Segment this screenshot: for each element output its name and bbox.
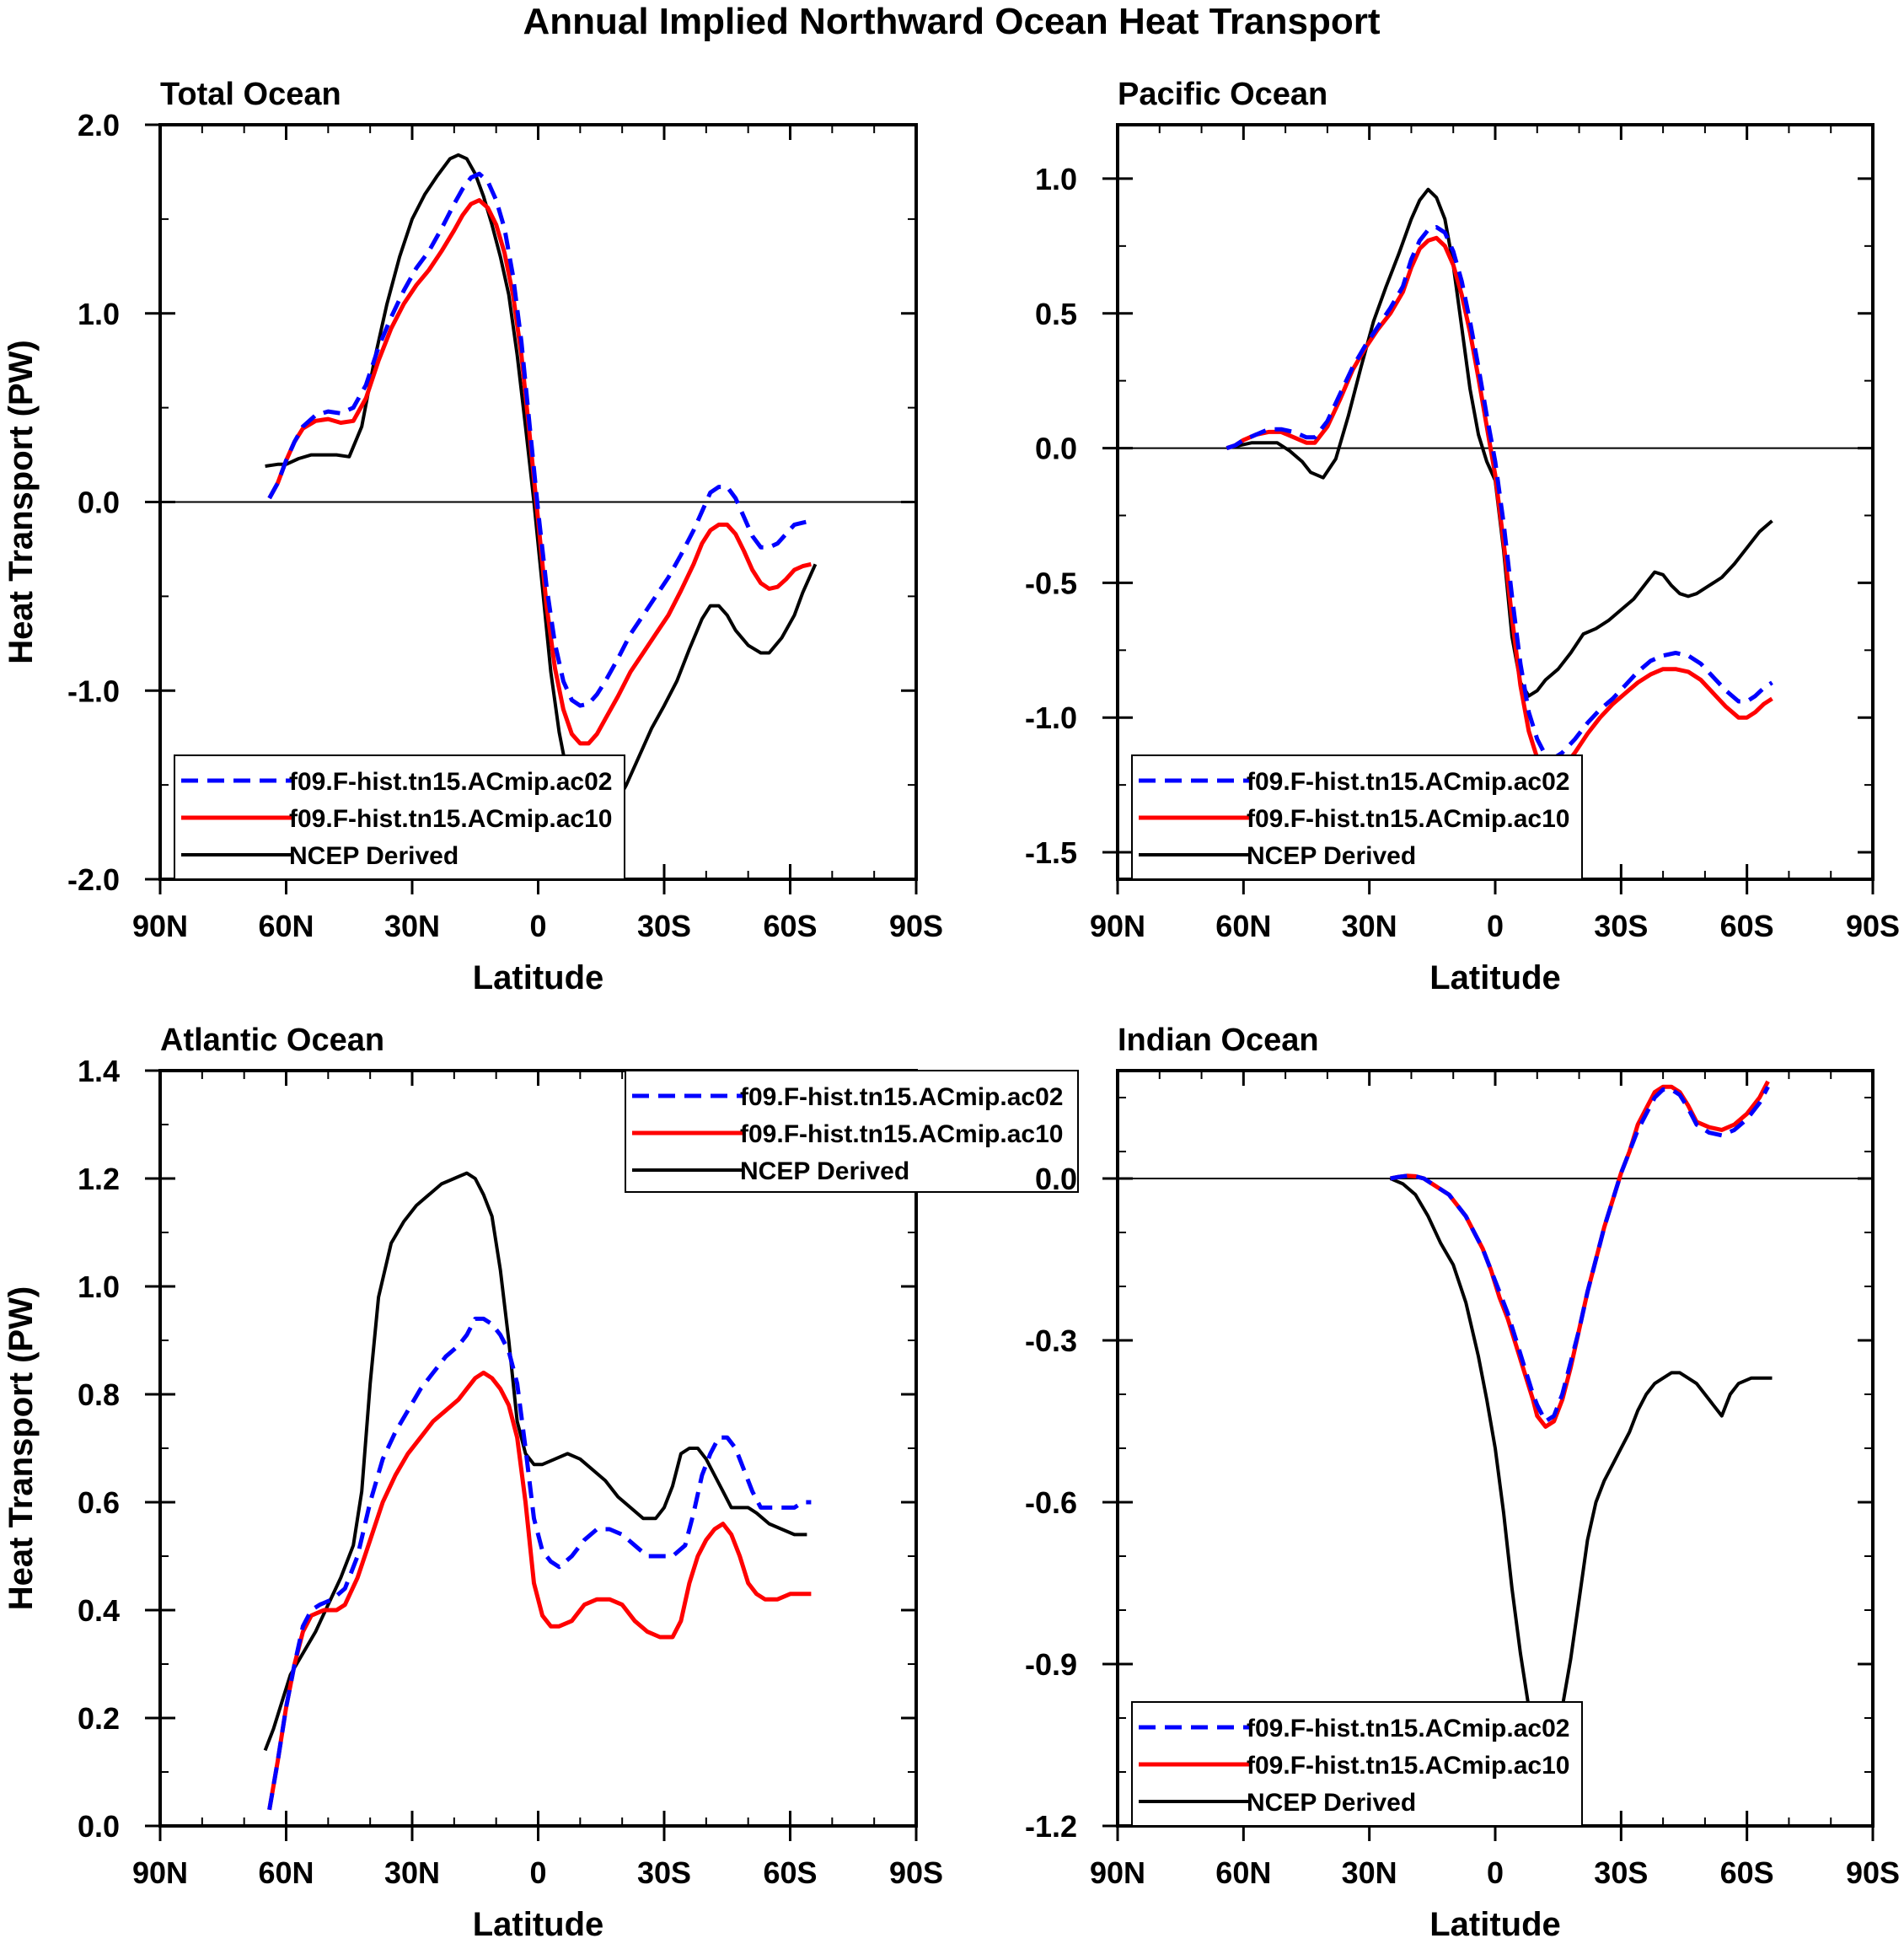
x-tick-label: 90N — [132, 1855, 188, 1890]
x-tick-label: 90N — [1090, 1855, 1145, 1890]
legend-label-ac02: f09.F-hist.tn15.ACmip.ac02 — [1247, 1715, 1569, 1742]
legend-label-ac10: f09.F-hist.tn15.ACmip.ac10 — [740, 1120, 1063, 1148]
y-tick-label: 0.6 — [78, 1485, 120, 1520]
x-tick-label: 30N — [1342, 1855, 1397, 1890]
legend: f09.F-hist.tn15.ACmip.ac02 f09.F-hist.tn1… — [625, 1070, 1079, 1193]
series-line-ac02 — [267, 171, 812, 708]
legend-label-ac02: f09.F-hist.tn15.ACmip.ac02 — [1247, 768, 1569, 796]
y-tick-label: -1.0 — [67, 674, 120, 708]
x-axis-label: Latitude — [1429, 959, 1561, 996]
y-tick-label: 1.4 — [78, 1054, 120, 1088]
legend: f09.F-hist.tn15.ACmip.ac02 f09.F-hist.tn1… — [1131, 754, 1583, 880]
x-tick-label: 60N — [1215, 1855, 1271, 1890]
x-tick-label: 60S — [1720, 909, 1774, 943]
y-tick-label: -0.6 — [1025, 1485, 1077, 1520]
x-tick-label: 30N — [384, 1855, 440, 1890]
x-tick-label: 90S — [1846, 909, 1900, 943]
panels: Total Ocean 90N 60N 30N 0 30S 60S 90S 2.0 1.0 0.0 -… — [3, 77, 1900, 1943]
x-tick-label: 30S — [1594, 909, 1648, 943]
x-tick-label: 90N — [132, 909, 188, 943]
legend-label-ac02: f09.F-hist.tn15.ACmip.ac02 — [740, 1083, 1063, 1111]
x-tick-label: 30N — [384, 909, 440, 943]
y-tick-label: 0.8 — [78, 1377, 120, 1412]
panel-pacific: Pacific Ocean 90N 60N 30N 0 30S 60S 90S 1.0 0.5 0.… — [1025, 77, 1900, 996]
x-tick-label: 0 — [1487, 909, 1504, 943]
x-tick-label: 90S — [889, 909, 943, 943]
series-line-ac02 — [1226, 225, 1773, 760]
y-tick-label: 0.0 — [1035, 1162, 1077, 1196]
legend-label-ncep: NCEP Derived — [289, 842, 459, 870]
legend-label-ac10: f09.F-hist.tn15.ACmip.ac10 — [1247, 1752, 1569, 1780]
panel-title: Pacific Ocean — [1118, 77, 1327, 112]
x-axis-label: Latitude — [473, 1906, 604, 1943]
x-tick-label: 30S — [637, 909, 691, 943]
x-tick-label: 60S — [1720, 1855, 1774, 1890]
series-line-ac10 — [267, 1370, 812, 1811]
x-tick-label: 0 — [529, 909, 546, 943]
series-line-ncep — [263, 1171, 807, 1752]
legend-label-ac10: f09.F-hist.tn15.ACmip.ac10 — [289, 805, 612, 833]
y-tick-label: -1.0 — [1025, 701, 1077, 735]
series-line-ac02 — [267, 1316, 812, 1811]
y-axis-label: Heat Transport (PW) — [3, 340, 40, 663]
x-tick-label: 30S — [1594, 1855, 1648, 1890]
y-tick-label: 0.4 — [78, 1593, 120, 1628]
series-line-ncep — [1389, 1177, 1773, 1747]
legend: f09.F-hist.tn15.ACmip.ac02 f09.F-hist.tn1… — [174, 754, 625, 880]
y-axis-label: Heat Transport (PW) — [3, 1286, 40, 1610]
legend-label-ncep: NCEP Derived — [740, 1157, 909, 1185]
series-line-ac10 — [267, 198, 812, 746]
y-tick-label: 0.2 — [78, 1701, 120, 1736]
x-axis-label: Latitude — [1429, 1906, 1561, 1943]
x-tick-label: 90S — [1846, 1855, 1900, 1890]
x-tick-label: 90N — [1090, 909, 1145, 943]
y-tick-label: 0.0 — [1035, 432, 1077, 466]
x-tick-label: 60S — [763, 1855, 817, 1890]
x-tick-label: 30N — [1342, 909, 1397, 943]
panel-title: Indian Ocean — [1118, 1023, 1319, 1058]
panel-total: Total Ocean 90N 60N 30N 0 30S 60S 90S 2.0 1.0 0.0 -… — [3, 77, 943, 996]
y-tick-label: 1.0 — [78, 297, 120, 331]
panel-atlantic: Atlantic Ocean 90N 60N 30N 0 30S 60S 90S 1.4 1.2 1… — [3, 1023, 1079, 1943]
y-tick-label: 1.0 — [1035, 162, 1077, 196]
series-line-ac10 — [1226, 235, 1773, 776]
y-tick-label: 0.5 — [1035, 297, 1077, 331]
x-tick-label: 60N — [1215, 909, 1271, 943]
y-tick-label: 1.2 — [78, 1162, 120, 1196]
legend: f09.F-hist.tn15.ACmip.ac02 f09.F-hist.tn1… — [1131, 1701, 1583, 1827]
panel-title: Atlantic Ocean — [160, 1023, 384, 1058]
y-tick-label: -1.5 — [1025, 835, 1077, 870]
figure-title: Annual Implied Northward Ocean Heat Tran… — [523, 1, 1380, 42]
y-tick-label: -0.9 — [1025, 1647, 1077, 1682]
y-tick-label: 0.0 — [78, 1809, 120, 1844]
x-tick-label: 60S — [763, 909, 817, 943]
plot-frame — [158, 1069, 918, 1828]
x-tick-label: 60N — [258, 1855, 314, 1890]
y-tick-label: 2.0 — [78, 108, 120, 142]
legend-label-ac10: f09.F-hist.tn15.ACmip.ac10 — [1247, 805, 1569, 833]
x-tick-label: 0 — [1487, 1855, 1504, 1890]
y-tick-label: 0.0 — [78, 486, 120, 520]
panel-title: Total Ocean — [160, 77, 341, 112]
y-tick-label: -2.0 — [67, 862, 120, 897]
x-tick-label: 90S — [889, 1855, 943, 1890]
y-tick-label: 1.0 — [78, 1270, 120, 1304]
y-tick-label: -0.5 — [1025, 566, 1077, 600]
legend-label-ac02: f09.F-hist.tn15.ACmip.ac02 — [289, 768, 612, 796]
y-tick-label: -1.2 — [1025, 1809, 1077, 1844]
panel-indian: Indian Ocean 90N 60N 30N 0 30S 60S 90S 0.0 -0.3 -0… — [1025, 1023, 1900, 1943]
x-tick-label: 60N — [258, 909, 314, 943]
series-line-ac02 — [1390, 1086, 1770, 1424]
x-axis-label: Latitude — [473, 959, 604, 996]
y-tick-label: -0.3 — [1025, 1323, 1077, 1358]
x-tick-label: 0 — [529, 1855, 546, 1890]
x-tick-label: 30S — [637, 1855, 691, 1890]
legend-label-ncep: NCEP Derived — [1247, 842, 1416, 870]
legend-label-ncep: NCEP Derived — [1247, 1789, 1416, 1817]
